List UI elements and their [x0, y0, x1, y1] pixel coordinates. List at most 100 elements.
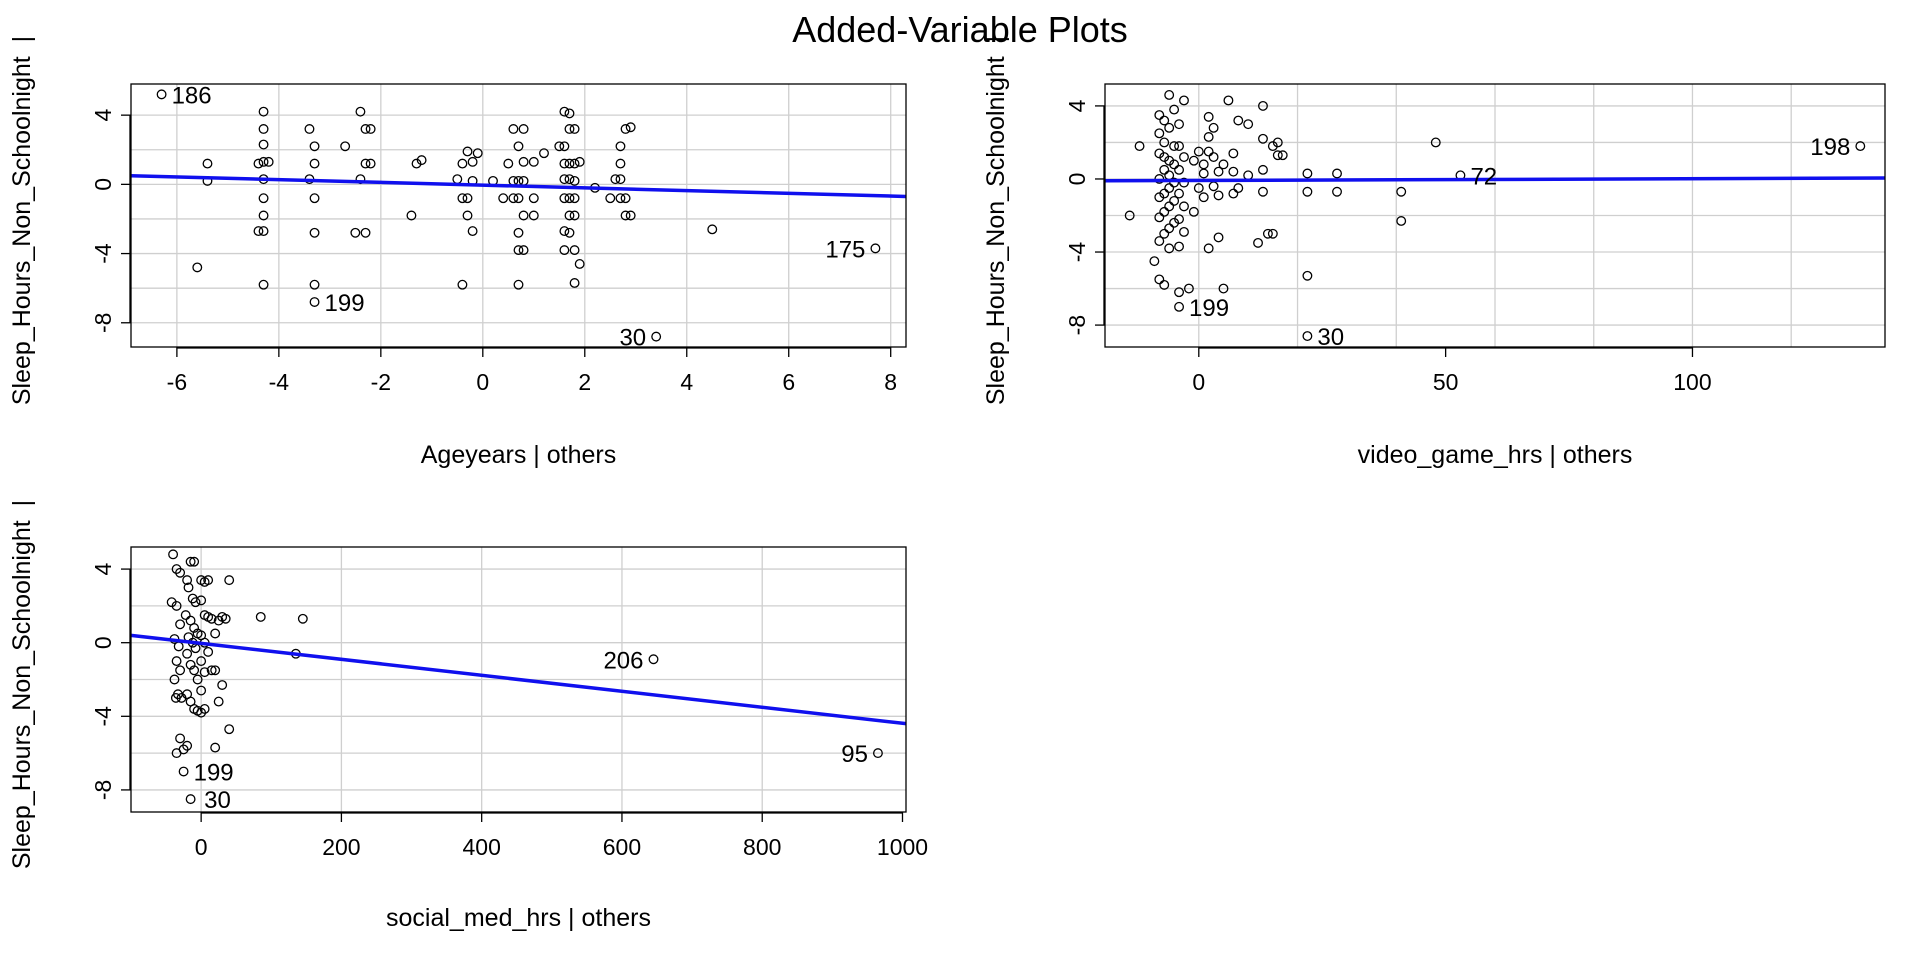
data-point — [1208, 152, 1219, 163]
data-point — [457, 158, 468, 169]
data-point — [1149, 256, 1160, 267]
data-point — [1164, 90, 1175, 100]
data-point — [175, 665, 186, 676]
data-point — [1258, 100, 1268, 111]
data-point — [1213, 166, 1224, 177]
data-point — [171, 656, 182, 667]
x-tick-label: 200 — [322, 834, 360, 860]
data-point — [1154, 236, 1165, 247]
data-point — [1203, 111, 1214, 122]
data-point — [1208, 122, 1219, 133]
y-tick-label: -4 — [90, 243, 116, 264]
data-point — [1174, 287, 1185, 298]
point-label: 199 — [1189, 295, 1229, 322]
data-point — [559, 174, 570, 185]
data-point — [1164, 223, 1175, 234]
data-point — [1183, 283, 1194, 294]
data-point — [518, 156, 529, 167]
data-point — [182, 648, 193, 659]
data-point — [872, 748, 883, 759]
data-point — [1169, 195, 1180, 206]
data-point — [564, 108, 575, 119]
data-point — [263, 156, 274, 167]
data-point — [360, 227, 371, 238]
data-point — [1396, 186, 1407, 197]
data-point — [178, 766, 189, 777]
data-point — [1169, 104, 1180, 115]
data-point — [1302, 186, 1313, 197]
data-point — [196, 595, 207, 606]
data-point — [569, 210, 580, 221]
data-point — [1164, 183, 1175, 194]
data-point — [1174, 119, 1185, 130]
data-point — [870, 243, 881, 254]
data-point — [196, 685, 207, 696]
data-point — [189, 556, 200, 567]
data-point — [1213, 232, 1224, 243]
data-point — [1228, 166, 1239, 177]
data-point — [554, 141, 565, 152]
plot-frame — [130, 83, 907, 348]
plot-frame — [130, 546, 907, 813]
data-point — [457, 193, 468, 204]
data-point — [1233, 183, 1244, 194]
x-tick-label: 0 — [476, 369, 489, 395]
y-tick-label: 0 — [1064, 173, 1090, 186]
data-point — [175, 733, 186, 744]
point-label: 186 — [172, 82, 212, 109]
data-point — [513, 227, 524, 238]
data-point — [1169, 159, 1180, 170]
data-point — [625, 122, 636, 133]
data-point — [253, 158, 264, 169]
data-point — [651, 331, 662, 342]
data-point — [1154, 128, 1165, 139]
data-point — [203, 575, 214, 586]
data-point — [258, 156, 269, 167]
data-point — [1164, 122, 1175, 133]
data-point — [411, 158, 422, 169]
data-point — [1179, 201, 1189, 212]
data-point — [1164, 201, 1175, 212]
x-tick-label: 0 — [1192, 369, 1205, 395]
point-label: 199 — [194, 760, 234, 787]
data-point — [1228, 188, 1239, 199]
data-point — [559, 245, 570, 256]
point-label: 206 — [603, 647, 643, 674]
data-point — [1134, 141, 1145, 152]
data-point — [1188, 206, 1199, 217]
data-point — [182, 740, 193, 751]
data-point — [1159, 137, 1170, 148]
data-point — [175, 567, 186, 578]
data-point — [1208, 181, 1219, 192]
data-point — [183, 582, 194, 593]
data-point — [258, 139, 269, 150]
data-point — [559, 193, 570, 204]
data-point — [210, 665, 221, 676]
data-point — [210, 742, 221, 753]
x-axis-title: Ageyears | others — [421, 441, 616, 469]
point-label: 30 — [1317, 324, 1344, 351]
data-point — [203, 646, 214, 657]
x-tick-label: 2 — [578, 369, 591, 395]
data-point — [574, 156, 585, 167]
data-point — [217, 680, 228, 690]
y-tick-label: 4 — [1064, 99, 1090, 112]
x-tick-label: 100 — [1673, 369, 1711, 395]
data-point — [192, 262, 203, 273]
plot-frame — [1104, 83, 1886, 348]
data-point — [1179, 152, 1189, 163]
data-point — [309, 193, 320, 204]
x-tick-label: -2 — [371, 369, 391, 395]
data-point — [309, 158, 320, 169]
point-label: 175 — [825, 236, 865, 263]
data-point — [406, 210, 417, 221]
data-point — [625, 210, 636, 221]
data-point — [185, 659, 196, 670]
data-point — [170, 692, 181, 703]
data-point — [1267, 228, 1278, 239]
data-point — [1198, 168, 1209, 179]
data-point — [564, 193, 575, 204]
data-point — [513, 141, 524, 152]
data-point — [1203, 243, 1214, 254]
data-point — [169, 674, 180, 685]
